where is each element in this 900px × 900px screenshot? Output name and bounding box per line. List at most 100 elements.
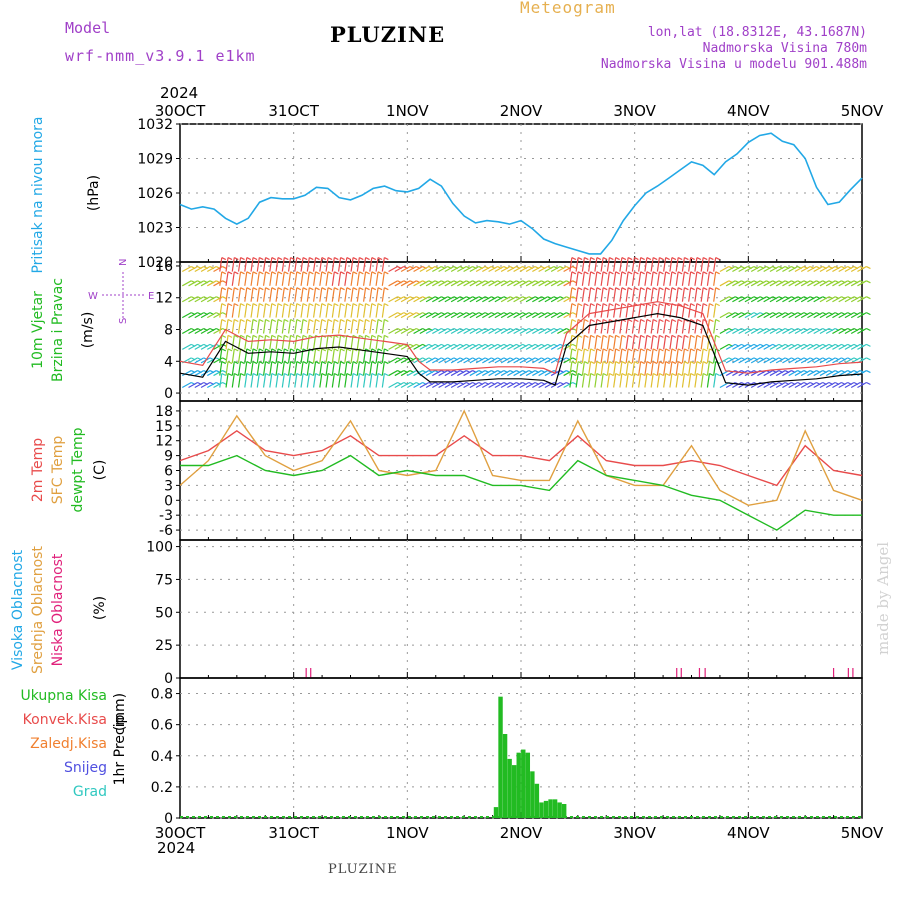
wind-barb [638, 373, 642, 388]
wind-barb-flag [709, 256, 714, 261]
wind-barb [425, 327, 436, 335]
wind-barb [513, 327, 523, 335]
wind-barb [438, 370, 448, 377]
wind-barb [669, 319, 673, 334]
wind-barb [663, 257, 667, 272]
wind-barb [250, 361, 254, 376]
wind-barb [532, 370, 542, 377]
wind-barb [225, 373, 229, 388]
wind-barb [563, 280, 573, 287]
wind-barb [538, 327, 548, 335]
wind-barb [713, 257, 717, 272]
wind-barb-flag [646, 372, 652, 377]
wind-barb-flag [315, 256, 320, 261]
wind-barb [725, 280, 736, 287]
temp-axis-unit: (C) [92, 460, 108, 481]
wind-barb [794, 343, 805, 350]
wind-barb [388, 357, 398, 364]
wind-barb [469, 357, 480, 364]
wind-barb [638, 287, 642, 302]
y-tick-label: 75 [155, 572, 173, 588]
wind-barb [269, 373, 273, 388]
wind-barb-flag [346, 287, 352, 291]
wind-barb [763, 381, 773, 389]
wind-barb [825, 357, 836, 364]
wind-barb-flag [334, 318, 339, 323]
wind-barb [507, 296, 517, 303]
wind-barb [550, 280, 561, 287]
wind-barb [813, 357, 823, 364]
wind-barb [656, 287, 660, 302]
wind-barb-flag [384, 334, 389, 338]
wind-barb [738, 357, 748, 364]
wind-barb [757, 343, 767, 350]
wind-barb-flag [621, 271, 627, 275]
wind-barb [219, 287, 223, 302]
wind-barb [625, 361, 629, 376]
wind-barb-flag [684, 372, 689, 377]
wind-barb [544, 343, 555, 350]
wind-barb-flag [709, 271, 714, 275]
wind-barb [525, 312, 536, 319]
wind-barb [319, 348, 323, 363]
wind-barb [644, 373, 648, 388]
wind-axis-title-1: 10m Vjetar [30, 291, 46, 369]
wind-barb [838, 266, 848, 273]
wind-barb [400, 343, 411, 350]
wind-barb [519, 357, 530, 364]
wind-barb [294, 348, 298, 363]
wind-barb [613, 361, 617, 376]
wind-barb [732, 296, 742, 303]
model-name: wrf-nmm_v3.9.1 e1km [65, 47, 256, 65]
panel-pressure: 1020 1023 1026 1029 1032 [137, 117, 863, 271]
wind-barb-flag [346, 361, 352, 365]
wind-barb [581, 335, 585, 350]
wind-barb [244, 287, 248, 302]
wind-barb [206, 343, 217, 350]
y-tick-label: 1026 [137, 186, 173, 202]
wind-barb [575, 319, 579, 334]
wind-barb [732, 370, 742, 377]
wind-barb [381, 335, 385, 350]
wind-barb-flag [677, 348, 683, 352]
wind-barb [788, 312, 798, 319]
wind-barb [569, 287, 573, 302]
wind-barb [606, 373, 610, 388]
wind-barb [625, 257, 629, 272]
temp-axis-title-2: SFC Temp [50, 436, 66, 505]
wind-barb [256, 287, 260, 302]
wind-barb [550, 357, 561, 364]
wind-barb [681, 257, 686, 272]
wind-barb [725, 296, 736, 303]
wind-barb-flag [571, 256, 577, 261]
wind-barb [275, 348, 279, 363]
wind-barb [362, 257, 367, 272]
wind-barb [844, 312, 855, 319]
wind-barb [656, 257, 660, 272]
wind-barb [775, 370, 786, 377]
wind-barb [769, 381, 780, 389]
wind-barb-flag [365, 287, 370, 291]
wind-barb [656, 271, 660, 286]
wind-barb [450, 327, 461, 335]
wind-barb [438, 357, 448, 364]
wind-barb [213, 370, 223, 377]
wind-barb [181, 296, 192, 303]
wind-barb [350, 303, 354, 318]
wind-barb [194, 280, 205, 287]
wind-barb [631, 287, 635, 302]
wind-barb [356, 271, 360, 286]
wind-barb [362, 303, 367, 318]
wind-barb-flag [615, 372, 620, 377]
wind-barb [613, 257, 617, 272]
wind-barb [613, 319, 617, 334]
wind-barb [681, 348, 686, 363]
wind-barb [425, 357, 436, 364]
wind-barb-flag [690, 372, 695, 377]
wind-barb [850, 357, 861, 364]
wind-barb [544, 280, 555, 287]
wind-barb [544, 327, 555, 335]
wind-barb [457, 357, 467, 364]
wind-barb-flag [334, 372, 339, 377]
wind-barb [794, 381, 805, 389]
